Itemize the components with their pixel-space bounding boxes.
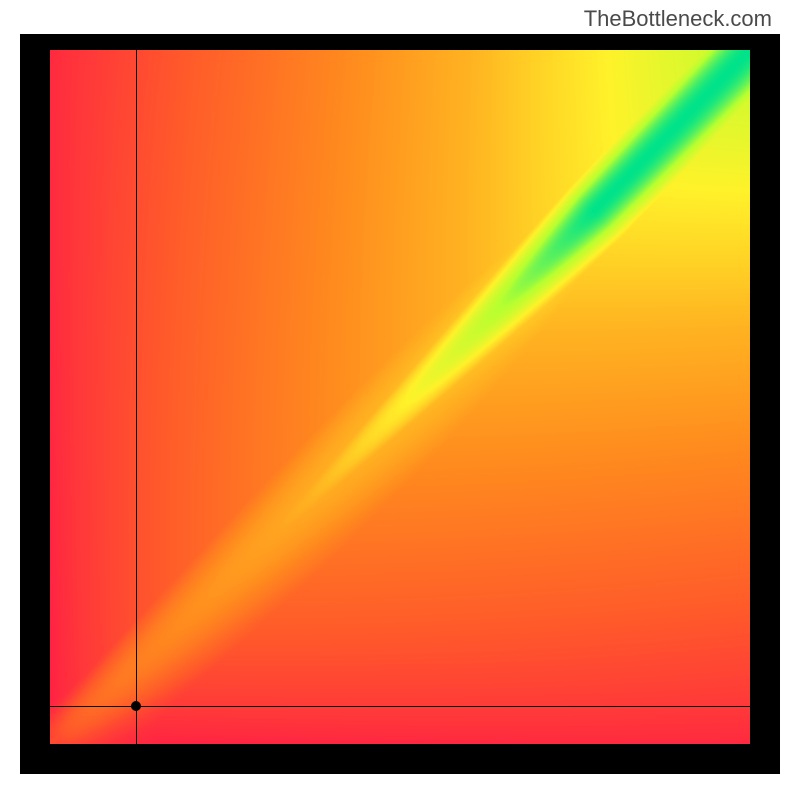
heatmap-canvas <box>50 50 750 744</box>
chart-plot-area <box>50 50 750 744</box>
crosshair-marker <box>131 701 141 711</box>
crosshair-horizontal <box>49 706 751 707</box>
watermark-text: TheBottleneck.com <box>584 6 772 32</box>
crosshair-vertical <box>136 49 137 745</box>
